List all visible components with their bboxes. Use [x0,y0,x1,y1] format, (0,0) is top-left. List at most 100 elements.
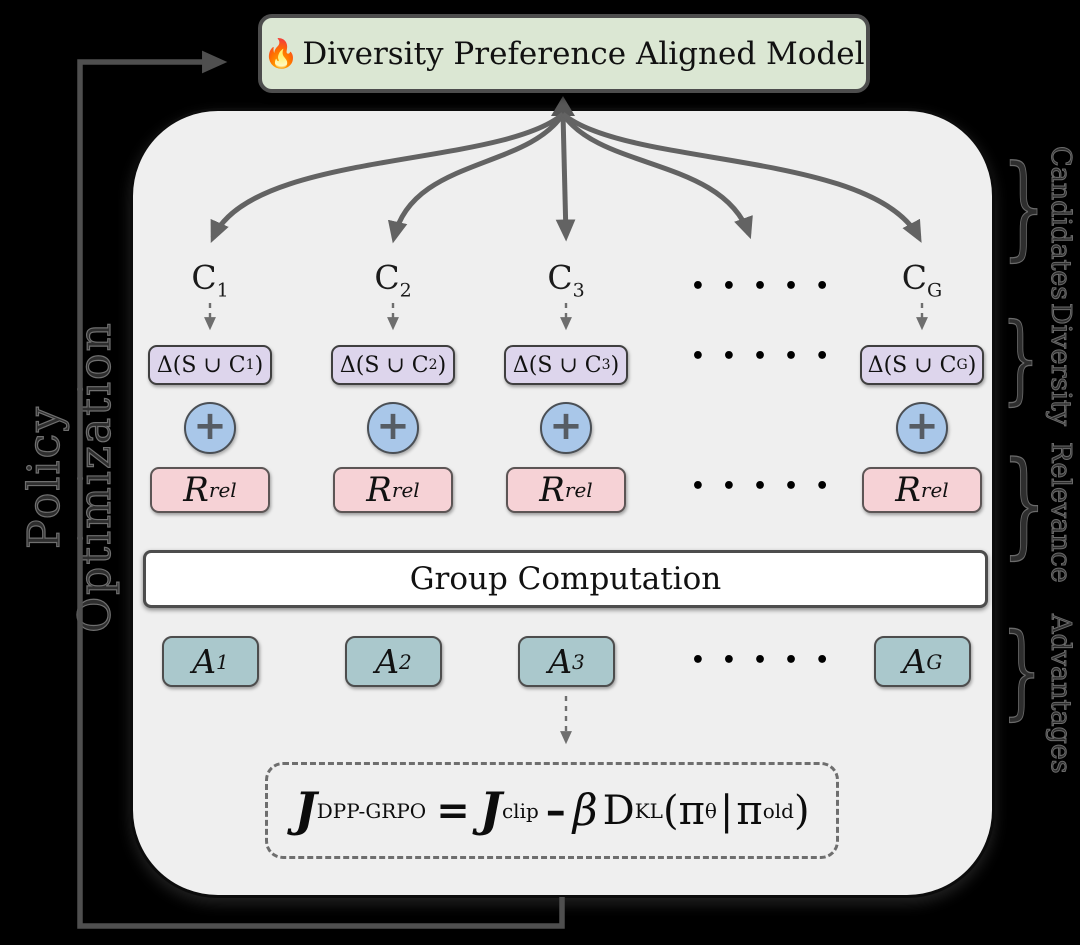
advantage-symbol-3: A [548,642,573,681]
diversity-box-1: Δ(S ∪ C 1) [148,345,272,385]
candidate-label-2: C2 [333,258,453,302]
right-label-relevance: Relevance [1045,442,1077,584]
pi-old: π [736,787,763,834]
plus-circle-1: + [184,402,236,454]
candidate-sub-3: 3 [572,279,585,302]
formula-sub-clip: clip [501,798,539,823]
group-computation-bar: Group Computation [143,550,988,608]
left-paren: ( [662,787,679,834]
beta-symbol: β [572,785,598,836]
formula-sub-old: old [762,798,794,823]
delta-text-1: Δ(S ∪ C [156,352,246,378]
formula-sub-kl: KL [634,798,663,823]
right-label-advantages: Advantages [1045,614,1077,775]
model-box-label: Diversity Preference Aligned Model [302,35,865,72]
formula-sub-dpp-grpo: DPP-GRPO [316,798,427,823]
candidate-label-3: C3 [506,258,626,302]
fan-origin-arrowhead-icon [551,96,575,116]
reward-sub-1: rel [208,478,237,502]
delta-close-3: ) [610,352,620,378]
diversity-box-2: Δ(S ∪ C 2) [331,345,455,385]
delta-sub-3: 3 [601,357,611,373]
delta-text-2: Δ(S ∪ C [339,352,429,378]
reward-symbol-1: R [183,470,209,510]
model-box: 🔥 Diversity Preference Aligned Model [258,14,870,93]
candidate-to-delta-arrows [204,303,928,745]
delta-text-g: Δ(S ∪ C [867,352,957,378]
advantage-sub-3: 3 [572,649,585,674]
feedback-loop-arrow [77,50,565,929]
ellipsis-candidates: ••••• [690,274,847,299]
reward-sub-2: rel [391,478,420,502]
candidate-sub-2: 2 [399,279,412,302]
sampling-fan-arrows [210,112,922,244]
ellipsis-relevance: ••••• [690,474,847,499]
delta-close-g: ) [967,352,977,378]
reward-sub-g: rel [920,478,949,502]
diversity-box-3: Δ(S ∪ C 3) [504,345,628,385]
delta-sub-1: 1 [245,357,255,373]
fire-icon: 🔥 [263,37,299,70]
right-label-diversity: Diversity [1045,303,1077,427]
plus-icon: + [905,402,939,449]
reward-symbol-2: R [366,470,392,510]
ellipsis-diversity: ••••• [690,344,847,369]
advantage-sub-1: 1 [216,649,229,674]
fan-arrow-c2 [387,112,566,244]
diversity-box-g: Δ(S ∪ C G) [860,345,984,385]
right-paren: ) [793,787,810,834]
candidate-symbol-3: C [547,258,573,297]
right-label-candidates: Candidates [1045,146,1077,301]
reward-symbol-3: R [539,470,565,510]
advantage-sub-2: 2 [399,649,412,674]
pi-theta: π [678,787,705,834]
advantage-symbol-1: A [192,642,217,681]
advantage-sub-g: G [926,649,943,674]
advantage-symbol-2: A [375,642,400,681]
reward-sub-3: rel [564,478,593,502]
fan-arrow-cg [561,112,922,243]
plus-circle-2: + [367,402,419,454]
candidate-symbol-2: C [374,258,400,297]
reward-symbol-g: R [895,470,921,510]
plus-circle-g: + [896,402,948,454]
candidate-sub-1: 1 [216,279,229,302]
fan-arrow-c1 [210,112,565,244]
candidate-sub-g: G [927,279,943,302]
delta-close-2: ) [437,352,447,378]
delta-sub-2: 2 [428,357,438,373]
plus-icon: + [549,402,583,449]
delta-sub-g: G [956,357,968,373]
minus-sign: – [545,787,566,834]
script-j-dpp-grpo: J [294,783,317,838]
divider-bar: | [719,787,734,834]
delta-close-1: ) [254,352,264,378]
plus-icon: + [376,402,410,449]
candidate-label-g: CG [862,258,982,302]
candidate-label-1: C1 [150,258,270,302]
formula-sub-theta: θ [704,798,717,823]
candidate-symbol-g: C [901,258,928,297]
group-computation-label: Group Computation [409,561,722,597]
delta-text-3: Δ(S ∪ C [512,352,602,378]
ellipsis-advantages: ••••• [690,648,847,673]
plus-circle-3: + [540,402,592,454]
fan-arrow-c3 [555,113,576,242]
candidate-symbol-1: C [191,258,217,297]
script-j-clip: J [479,783,502,838]
advantage-symbol-g: A [902,642,927,681]
equals-sign: = [436,787,470,834]
fan-arrow-dots [560,112,753,240]
kl-divergence-d: D [602,787,635,834]
